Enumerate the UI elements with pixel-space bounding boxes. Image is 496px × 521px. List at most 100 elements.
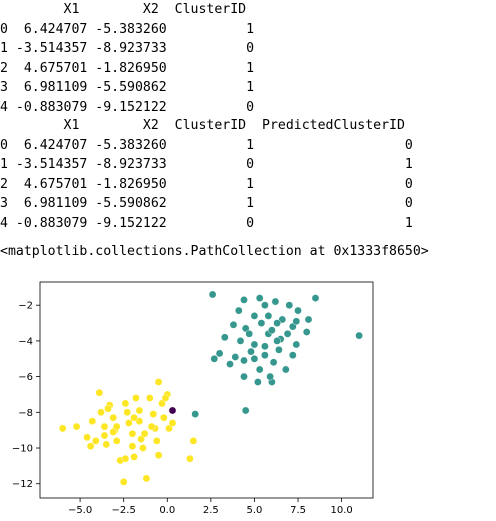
dataframe-2-row: 0 6.424707 -5.383260 1 0 [0,137,413,153]
scatter-point [189,437,198,445]
dataframe-1-header: X1 X2 ClusterID [0,2,247,17]
scatter-point [250,340,259,349]
scatter-point [304,315,313,324]
scatter-point [247,347,255,356]
scatter-point [128,442,137,450]
scatter-point [100,431,109,440]
scatter-point [121,454,130,463]
scatter-point [102,440,111,449]
scatter-point [137,435,145,443]
scatter-point [119,478,128,486]
scatter-point [281,365,290,374]
output-repr-text: <matplotlib.collections.PathCollection a… [0,244,429,259]
scatter-point [149,410,158,418]
y-tick-label: −12 [12,479,33,490]
scatter-point [145,394,154,402]
scatter-point [275,346,283,354]
scatter-point [191,410,199,418]
scatter-point [123,408,131,417]
scatter-point [241,324,250,333]
dataframe-1-row: 4 -0.883079 -9.152122 0 [0,99,255,115]
scatter-point [288,322,297,331]
dataframe-1-row: 0 6.424707 -5.383260 1 [0,21,255,37]
scatter-point [140,429,149,438]
scatter-point [278,315,287,324]
scatter-point [165,424,173,433]
scatter-point [100,422,109,431]
scatter-point [264,312,273,320]
scatter-point [97,408,105,417]
x-tick-label: 7.5 [290,505,306,516]
scatter-point [152,437,161,445]
scatter-point [292,340,301,349]
scatter-point [254,378,262,386]
scatter-point [292,317,301,326]
scatter-point [139,444,147,452]
scatter-point [109,428,117,436]
scatter-point [95,388,104,397]
scatter-point [86,442,95,450]
scatter-point [245,330,253,338]
scatter-point [273,337,281,345]
x-tick-label: 0.0 [159,505,175,516]
scatter-point [125,419,133,427]
scatter-point [229,321,238,329]
y-tick-label: −4 [18,336,33,347]
scatter-point [261,301,269,310]
x-tick-label: 2.5 [203,505,219,516]
scatter-point [161,394,170,402]
scatter-point [231,353,240,361]
scatter-point [128,429,137,438]
scatter-point [121,399,130,408]
scatter-point [283,330,292,338]
scatter-point [302,328,311,336]
scatter-point [132,394,140,402]
scatter-points [58,290,363,486]
scatter-point [261,342,269,351]
dataframe-2-row: 2 4.675701 -1.826950 1 0 [0,176,413,192]
scatter-point [104,404,112,413]
scatter-point [220,333,229,342]
dataframe-2-header: X1 X2 ClusterID PredictedClusterID [0,118,405,133]
scatter-point [208,290,217,299]
dataframe-2-row: 1 -3.514357 -8.923733 0 1 [0,157,413,172]
scatter-point [135,417,144,425]
scatter-point [257,319,266,327]
x-tick-label: −5.0 [68,505,92,516]
scatter-point [288,351,297,359]
dataframe-output-2: X1 X2 ClusterID PredictedClusterID 0 6.4… [0,116,413,233]
scatter-point [240,356,248,365]
scatter-point [311,294,320,302]
x-tick-label: 10.0 [330,505,352,516]
x-axis: −5.0 −2.5 0.0 2.5 5.0 7.5 10.0 [68,498,353,516]
x-tick-label: −2.5 [112,505,136,516]
scatter-point [147,422,156,431]
scatter-point [236,337,245,345]
scatter-point [88,417,97,425]
scatter-point [92,437,100,445]
scatter-point [112,437,121,445]
scatter-point [83,433,91,442]
y-tick-label: −2 [18,301,33,312]
scatter-point [268,326,276,335]
scatter-point [285,301,294,310]
scatter-point [261,351,269,359]
scatter-point [130,413,138,422]
scatter-point [158,399,166,408]
scatter-point [240,296,248,304]
scatter-point [168,419,177,427]
scatter-point [210,355,219,363]
scatter-point [255,294,264,302]
scatter-point [250,312,259,320]
scatter-point [250,355,259,363]
scatter-point [72,422,81,431]
scatter-point [168,406,177,415]
scatter-point [269,358,278,367]
y-tick-label: −6 [18,372,33,383]
scatter-point [271,297,280,306]
scatter-point [215,349,224,358]
scatter-point [154,451,163,459]
dataframe-output-1: X1 X2 ClusterID 0 6.424707 -5.383260 1 1… [0,0,254,117]
scatter-point [135,406,144,415]
scatter-point [58,424,67,433]
